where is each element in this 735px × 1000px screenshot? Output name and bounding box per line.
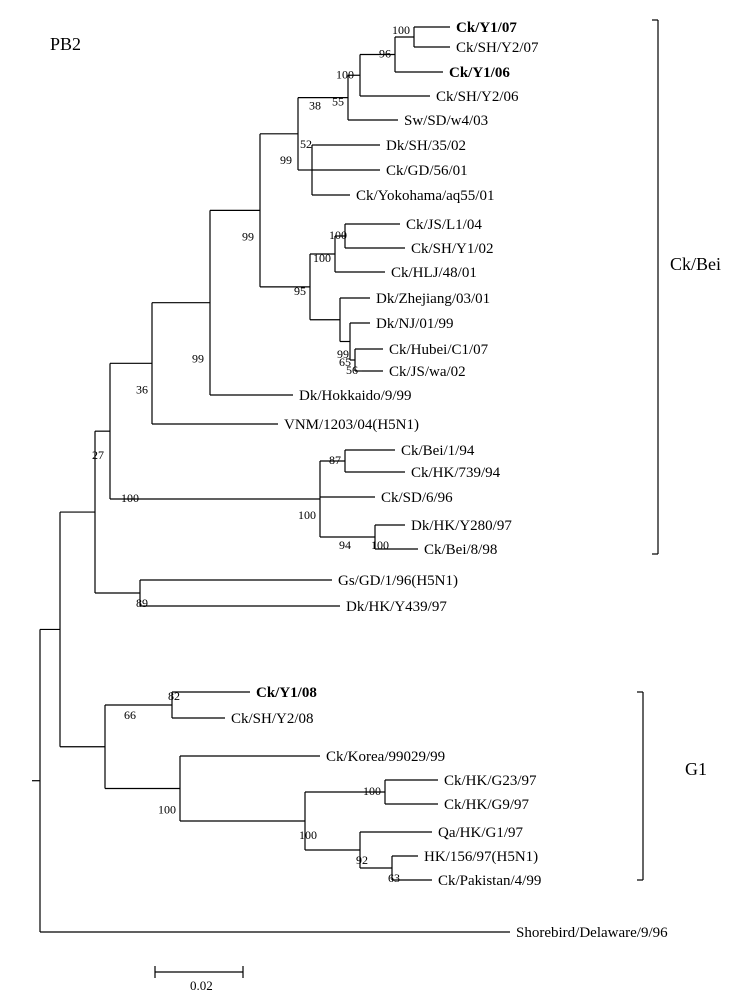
taxon-label: Dk/NJ/01/99 [376, 316, 454, 332]
taxon-label: Ck/Y1/06 [449, 65, 510, 81]
taxon-label: Ck/HK/G23/97 [444, 773, 537, 789]
phylogenetic-tree: Ck/Y1/07 Ck/SH/Y2/07 Ck/Y1/06 Ck/SH/Y2/06 Sw… [0, 0, 735, 1000]
taxon-label: Ck/Pakistan/4/99 [438, 873, 541, 889]
taxon-label: Ck/Yokohama/aq55/01 [356, 188, 494, 204]
taxon-label: Ck/JS/L1/04 [406, 217, 482, 233]
taxon-label: Dk/Hokkaido/9/99 [299, 388, 412, 404]
taxon-label: Ck/GD/56/01 [386, 163, 468, 179]
bootstrap-value: 89 [136, 596, 148, 610]
taxon-label: Sw/SD/w4/03 [404, 113, 488, 129]
bootstrap-value: 100 [158, 803, 176, 817]
clade-label: Ck/Bei [670, 254, 721, 274]
gene-title: PB2 [50, 34, 81, 54]
taxon-label: Ck/JS/wa/02 [389, 364, 466, 380]
bootstrap-value: 95 [294, 284, 306, 298]
bootstrap-value: 100 [363, 784, 381, 798]
taxon-label: Ck/SH/Y2/08 [231, 711, 314, 727]
bootstrap-value: 100 [371, 538, 389, 552]
bootstrap-value: 55 [332, 95, 344, 109]
bootstrap-value: 27 [92, 448, 104, 462]
bootstrap-value: 99 [192, 352, 204, 366]
taxon-label: Ck/HK/739/94 [411, 465, 501, 481]
taxon-label: Shorebird/Delaware/9/96 [516, 925, 668, 941]
taxon-label: Ck/SH/Y1/02 [411, 241, 494, 257]
bootstrap-value: 100 [121, 491, 139, 505]
taxon-label: Ck/Y1/07 [456, 20, 517, 36]
bootstrap-value: 66 [124, 708, 136, 722]
bootstrap-value: 82 [168, 689, 180, 703]
taxon-label: Ck/HLJ/48/01 [391, 265, 477, 281]
taxon-label: Ck/Y1/08 [256, 685, 317, 701]
bootstrap-value: 94 [339, 538, 351, 552]
taxon-label: Ck/Korea/99029/99 [326, 749, 445, 765]
bootstrap-value: 87 [329, 453, 341, 467]
taxon-label: Ck/Bei/1/94 [401, 443, 475, 459]
taxon-label: Ck/HK/G9/97 [444, 797, 530, 813]
bootstrap-value: 63 [388, 871, 400, 885]
bootstrap-value: 92 [356, 853, 368, 867]
taxon-label: Dk/HK/Y439/97 [346, 599, 447, 615]
taxon-label: HK/156/97(H5N1) [424, 849, 538, 865]
bootstrap-value: 36 [136, 382, 148, 396]
taxon-label: VNM/1203/04(H5N1) [284, 417, 419, 433]
bootstrap-value: 56 [346, 363, 358, 377]
taxon-label: Gs/GD/1/96(H5N1) [338, 573, 458, 589]
taxon-label: Ck/Hubei/C1/07 [389, 342, 489, 358]
taxon-label: Ck/SH/Y2/06 [436, 89, 519, 105]
taxon-label: Dk/HK/Y280/97 [411, 518, 512, 534]
taxon-label: Ck/Bei/8/98 [424, 542, 497, 558]
bootstrap-value: 100 [313, 251, 331, 265]
taxon-label: Ck/SH/Y2/07 [456, 40, 539, 56]
bootstrap-value: 99 [280, 153, 292, 167]
taxon-label: Dk/Zhejiang/03/01 [376, 291, 490, 307]
bootstrap-value: 100 [329, 228, 347, 242]
bootstrap-value: 100 [392, 23, 410, 37]
taxon-label: Qa/HK/G1/97 [438, 825, 523, 841]
bootstrap-value: 96 [379, 47, 391, 61]
bootstrap-value: 38 [309, 99, 321, 113]
taxon-label: Dk/SH/35/02 [386, 138, 466, 154]
bootstrap-value: 100 [298, 508, 316, 522]
taxon-label: Ck/SD/6/96 [381, 490, 453, 506]
bootstrap-value: 52 [300, 137, 312, 151]
clade-label: G1 [685, 759, 707, 779]
bootstrap-value: 100 [336, 67, 354, 81]
bootstrap-value: 99 [242, 229, 254, 243]
bootstrap-value: 100 [299, 828, 317, 842]
scale-bar-label: 0.02 [190, 978, 213, 993]
